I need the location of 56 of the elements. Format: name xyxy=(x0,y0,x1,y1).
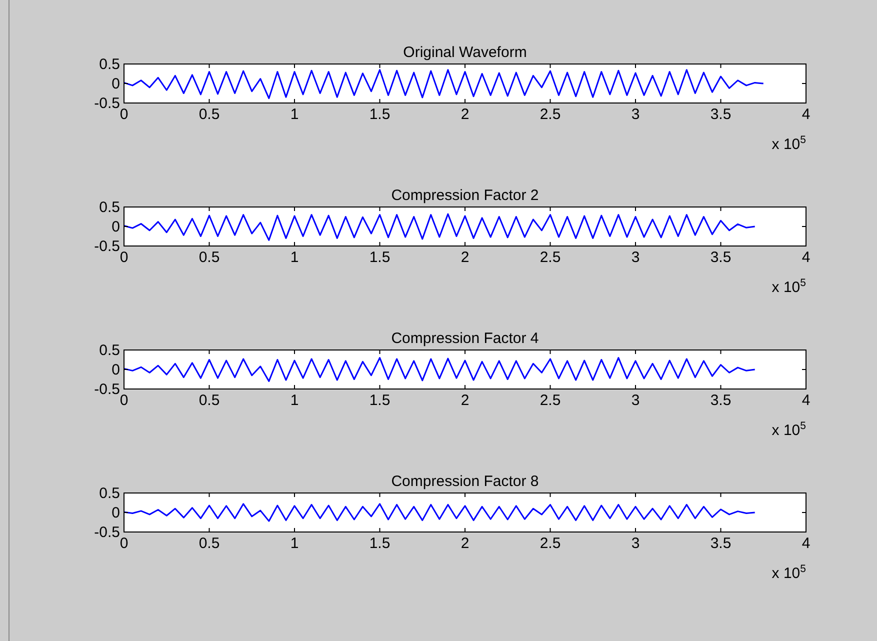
x-tick-label: 0.5 xyxy=(198,392,220,409)
x-tick-label: 2 xyxy=(460,392,470,409)
text: x 10$^{5}$ xyxy=(772,134,806,153)
x-tick-label: 2.5 xyxy=(540,392,561,409)
x-tick-label: 2.5 xyxy=(540,249,561,266)
x-tick-label: 3 xyxy=(631,392,640,409)
x-tick-label: 3 xyxy=(631,106,640,123)
x-tick-label: 1 xyxy=(290,249,299,266)
x-tick-label: 4 xyxy=(802,392,810,409)
x-tick-label: 1.5 xyxy=(369,249,390,266)
x-tick-label: 0.5 xyxy=(198,249,220,266)
y-tick-label: -0.5 xyxy=(94,381,120,398)
line-series xyxy=(123,213,756,241)
chart-title: Original Waveform xyxy=(403,44,527,61)
line-series xyxy=(123,357,756,382)
x-tick-label: 2 xyxy=(460,249,470,266)
x-tick-label: 1 xyxy=(290,392,299,409)
text: x 10$^{5}$ xyxy=(772,277,806,296)
x-tick-label: 3 xyxy=(631,535,640,552)
text: x 10$^{5}$ xyxy=(772,420,806,439)
chart-title: Compression Factor 8 xyxy=(391,473,539,490)
x-tick-label: 0.5 xyxy=(198,106,220,123)
x-tick-label: 3.5 xyxy=(710,249,732,266)
line-series xyxy=(123,69,764,100)
x-tick-label: 1 xyxy=(290,535,299,552)
x-tick-label: 0.5 xyxy=(198,535,220,552)
text: x 10$^{5}$ xyxy=(772,563,806,582)
x-tick-label: 2.5 xyxy=(540,106,561,123)
y-tick-label: 0.5 xyxy=(99,199,120,216)
x-tick-label: 1 xyxy=(290,106,299,123)
y-tick-label: 0.5 xyxy=(99,342,120,359)
y-tick-label: 0 xyxy=(112,218,120,236)
x-tick-label: 4 xyxy=(802,106,810,123)
x-tick-label: 3 xyxy=(631,249,640,266)
y-tick-label: 0 xyxy=(112,362,120,378)
y-tick-label: 0.5 xyxy=(99,56,120,73)
x-tick-label: 2.5 xyxy=(540,535,561,552)
x-tick-label: 2 xyxy=(460,535,470,552)
x-tick-label: 1.5 xyxy=(369,535,390,552)
x-tick-label: 2 xyxy=(460,106,470,123)
y-tick-label: -0.5 xyxy=(94,95,120,112)
chart-title: Compression Factor 2 xyxy=(391,187,539,204)
y-tick-label: 0.5 xyxy=(99,485,120,502)
y-tick-label: 0 xyxy=(112,504,120,522)
x-tick-label: 3.5 xyxy=(710,106,732,123)
x-tick-label: 3.5 xyxy=(710,392,732,409)
x-tick-label: 1.5 xyxy=(369,106,390,123)
x-tick-label: 3.5 xyxy=(710,535,732,552)
x-tick-label: 1.5 xyxy=(369,392,390,409)
line-series xyxy=(123,503,756,522)
y-tick-label: -0.5 xyxy=(94,238,120,255)
x-tick-label: 4 xyxy=(802,249,810,266)
chart-title: Compression Factor 4 xyxy=(391,330,539,347)
y-tick-label: -0.5 xyxy=(94,524,120,541)
x-tick-label: 4 xyxy=(802,535,810,552)
y-tick-label: 0 xyxy=(112,76,120,92)
